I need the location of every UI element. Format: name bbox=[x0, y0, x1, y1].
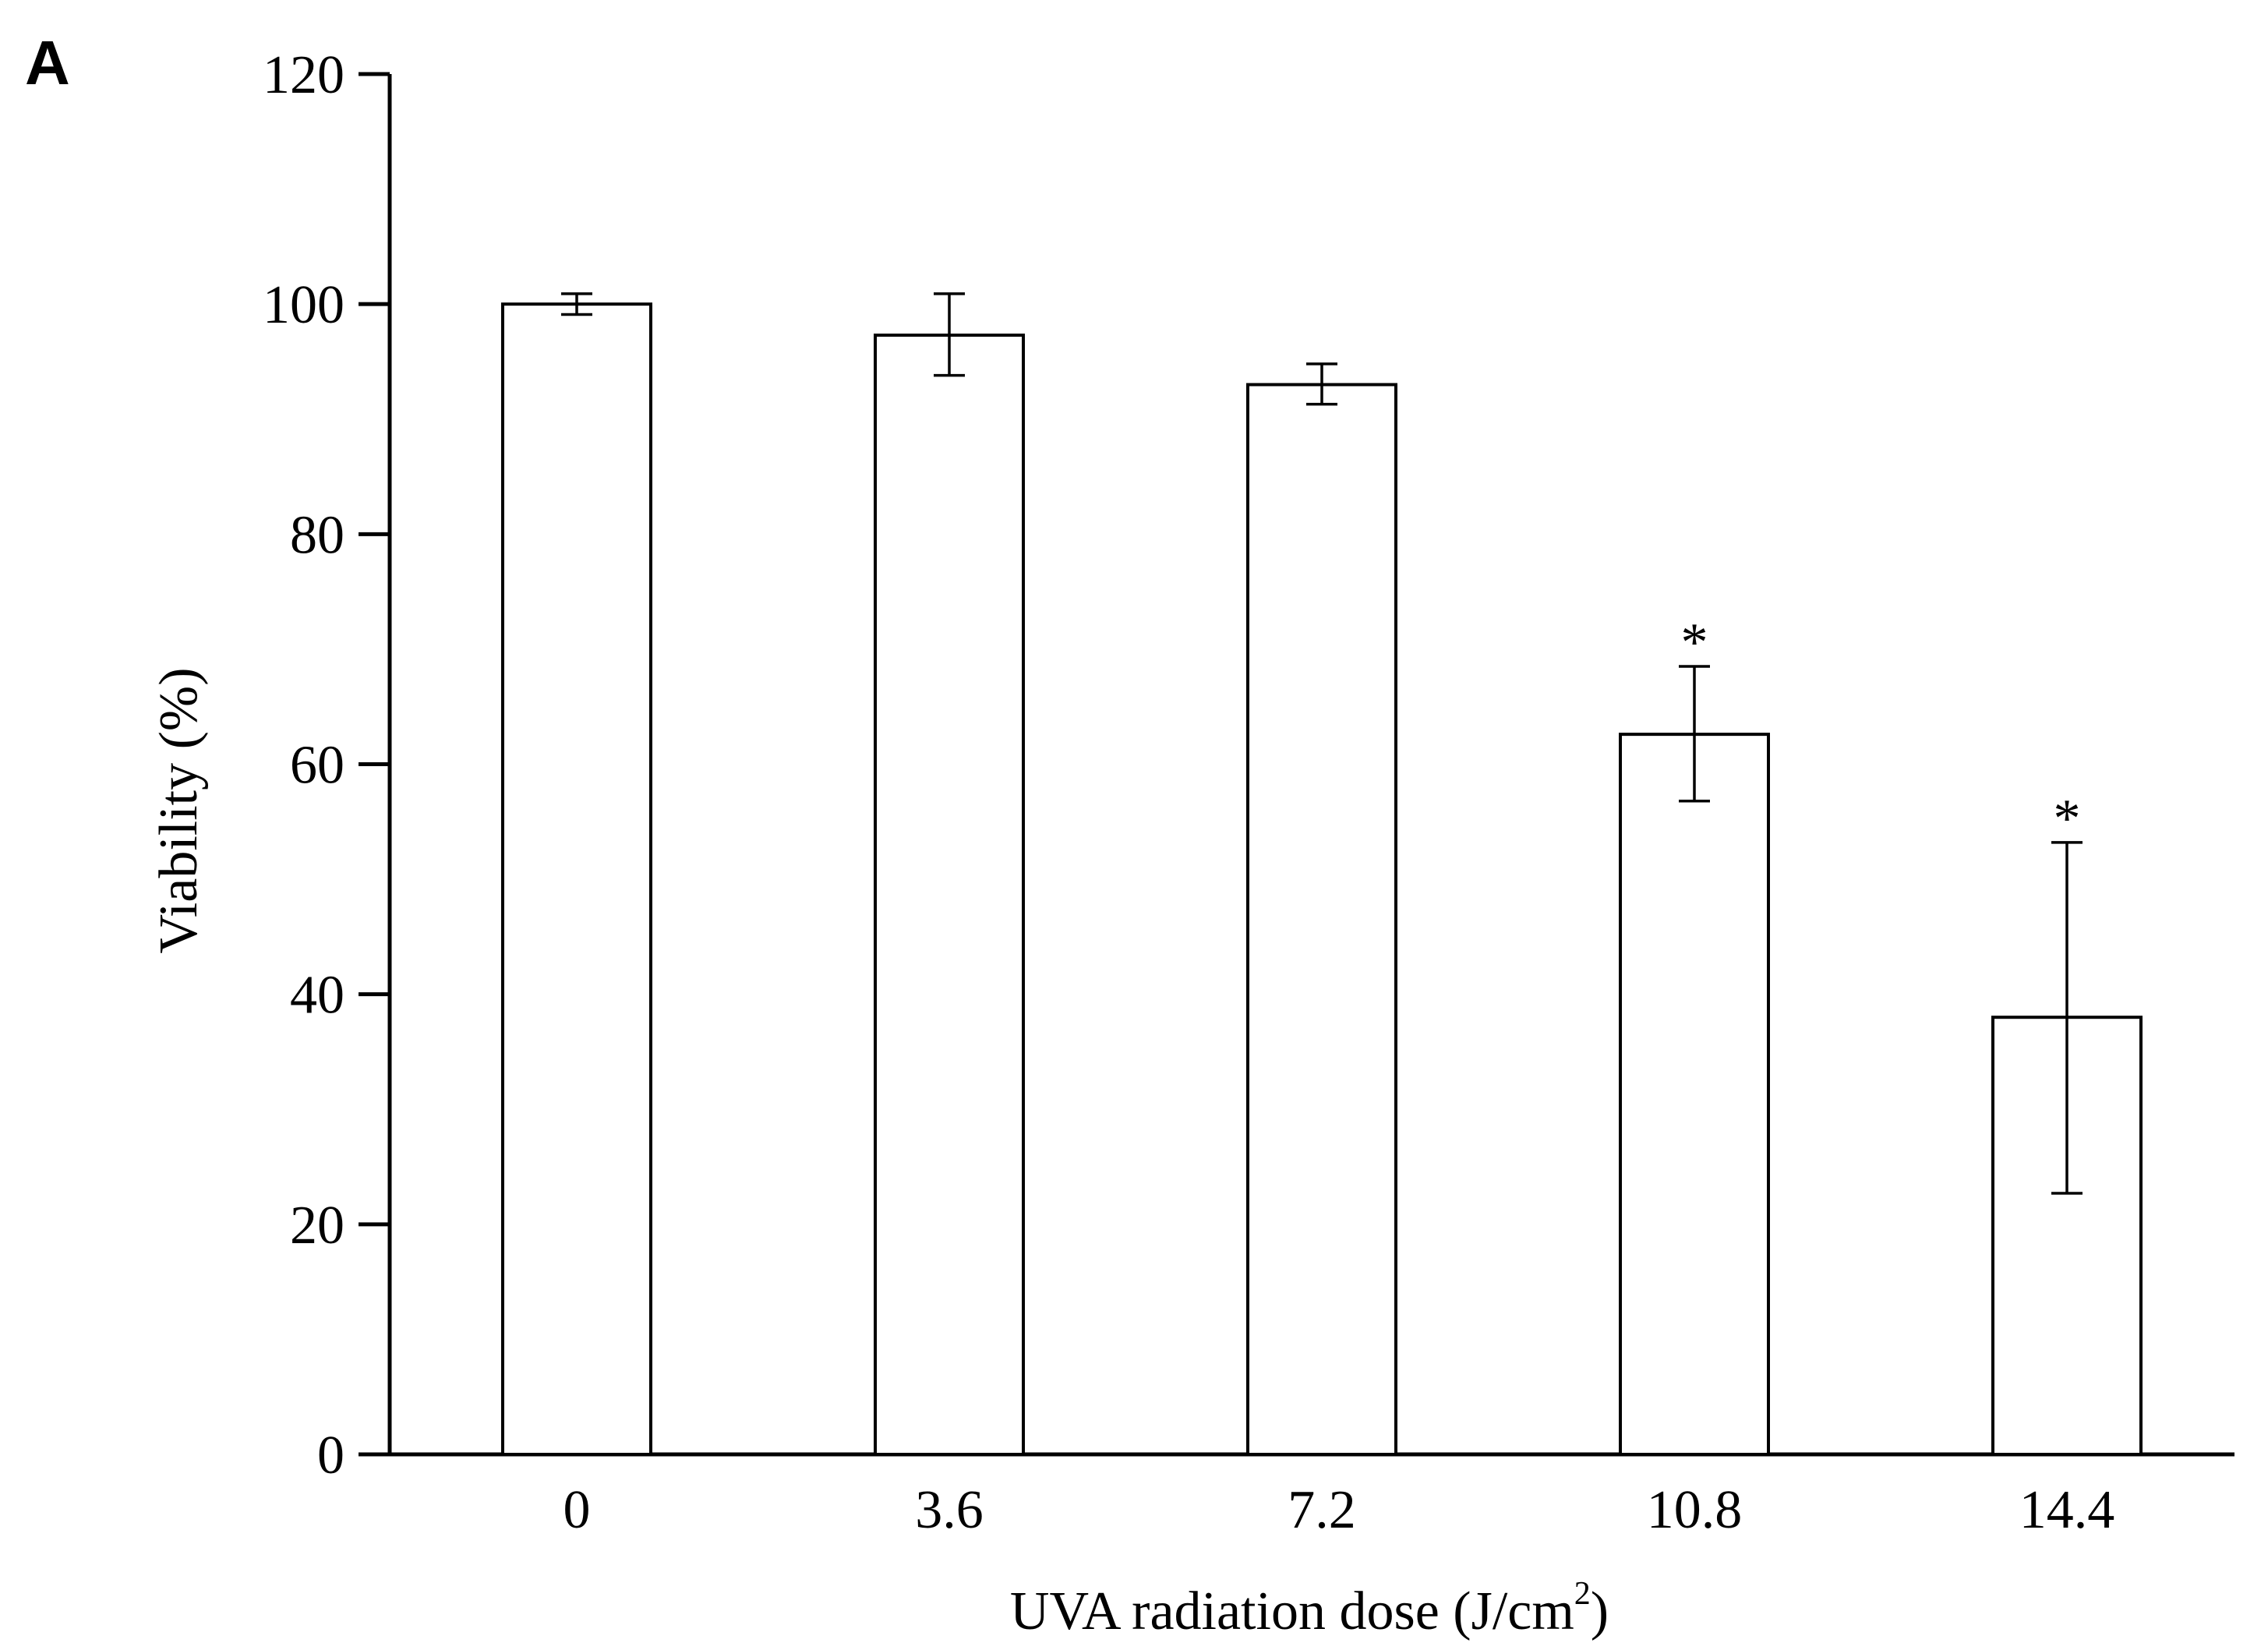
x-tick-label: 0 bbox=[563, 1480, 591, 1540]
x-axis-title-superscript: 2 bbox=[1574, 1576, 1591, 1612]
bar-3-6 bbox=[874, 334, 1025, 1456]
y-axis-title: Viability (%) bbox=[149, 667, 209, 953]
x-axis-title-close: ) bbox=[1591, 1581, 1609, 1641]
y-tick-label: 40 bbox=[290, 966, 344, 1026]
significance-mark: * bbox=[2054, 789, 2081, 849]
y-tick-label: 100 bbox=[263, 275, 344, 335]
x-tick-label: 10.8 bbox=[1647, 1480, 1743, 1540]
x-axis-title-main: UVA radiation dose (J/cm bbox=[1010, 1581, 1574, 1641]
y-tick-label: 20 bbox=[290, 1196, 344, 1256]
y-tick-label: 120 bbox=[263, 45, 344, 105]
y-tick-label: 60 bbox=[290, 736, 344, 796]
x-axis-title: UVA radiation dose (J/cm2) bbox=[1010, 1576, 1609, 1641]
bar-7-2 bbox=[1246, 383, 1397, 1457]
x-tick-label: 7.2 bbox=[1288, 1480, 1356, 1540]
y-axis-ticks: 0 20 40 60 80 100 120 bbox=[263, 45, 390, 1486]
y-tick-label: 80 bbox=[290, 505, 344, 565]
y-tick-label: 0 bbox=[317, 1426, 344, 1486]
x-tick-label: 3.6 bbox=[915, 1480, 984, 1540]
bar-0 bbox=[501, 302, 652, 1457]
x-tick-label: 14.4 bbox=[2019, 1480, 2115, 1540]
significance-mark: * bbox=[1681, 613, 1708, 673]
bar-10-8 bbox=[1619, 733, 1770, 1456]
x-tick-labels-group: 0 3.6 7.2 10.8 14.4 bbox=[563, 1480, 2115, 1540]
bars-group bbox=[501, 302, 2143, 1457]
panel-label: A bbox=[25, 28, 70, 97]
error-bars-group bbox=[561, 292, 2083, 1195]
significance-marks-group: ** bbox=[1681, 613, 2081, 849]
